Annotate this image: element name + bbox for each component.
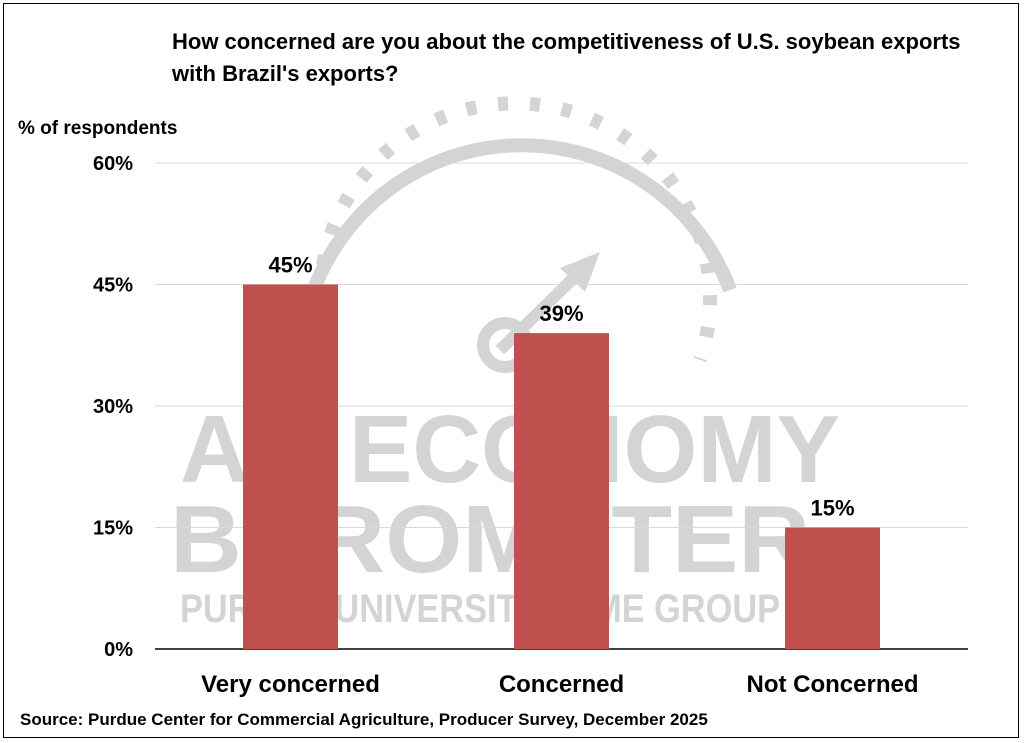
y-axis-label: % of respondents — [18, 118, 178, 139]
source-note: Source: Purdue Center for Commercial Agr… — [20, 710, 708, 729]
x-category-label: Concerned — [499, 671, 624, 698]
bar-concerned — [514, 333, 609, 649]
x-category-label: Very concerned — [201, 671, 380, 698]
y-tick-label: 45% — [93, 275, 133, 297]
y-tick-label: 15% — [93, 518, 133, 540]
data-label: 45% — [268, 253, 312, 278]
data-label: 15% — [810, 496, 854, 521]
bar-very-concerned — [243, 284, 338, 649]
y-tick-label: 30% — [93, 396, 133, 418]
x-category-label: Not Concerned — [746, 671, 918, 698]
y-tick-label: 60% — [93, 153, 133, 175]
chart-title: How concerned are you about the competit… — [172, 29, 961, 86]
bar-not-concerned — [785, 527, 880, 649]
data-label: 39% — [539, 301, 583, 326]
y-tick-label: 0% — [104, 639, 133, 661]
